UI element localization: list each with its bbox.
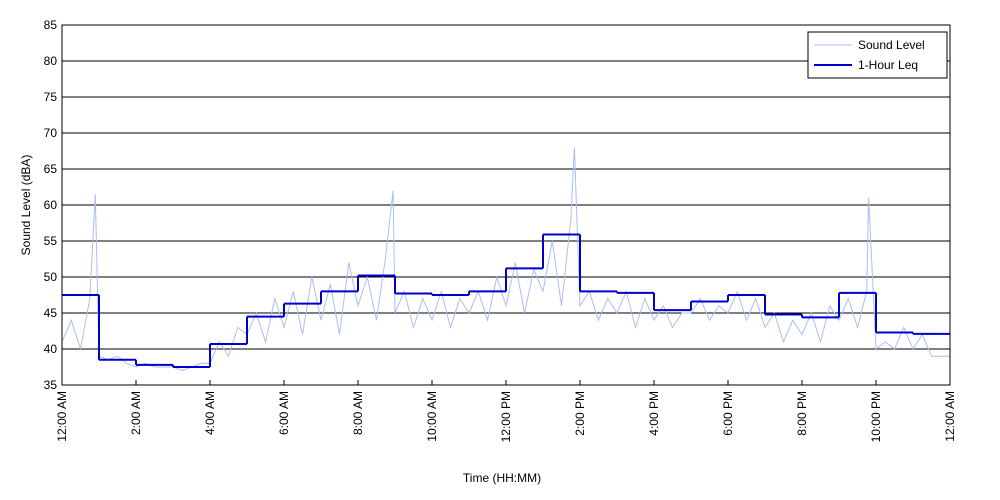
y-tick-label: 40 bbox=[44, 342, 58, 356]
x-tick-label: 8:00 AM bbox=[351, 391, 365, 435]
x-tick-label: 6:00 AM bbox=[277, 391, 291, 435]
x-tick-label: 4:00 AM bbox=[203, 391, 217, 435]
x-tick-label: 6:00 PM bbox=[721, 391, 735, 436]
sound-level-line bbox=[61, 147, 950, 372]
x-tick-label: 2:00 PM bbox=[573, 391, 587, 436]
y-tick-label: 85 bbox=[44, 18, 58, 32]
x-tick-label: 4:00 PM bbox=[647, 391, 661, 436]
y-axis-label: Sound Level (dBA) bbox=[19, 155, 33, 256]
x-tick-label: 10:00 PM bbox=[869, 391, 883, 442]
x-tick-label: 10:00 AM bbox=[425, 391, 439, 442]
x-tick-label: 8:00 PM bbox=[795, 391, 809, 436]
y-tick-label: 55 bbox=[44, 234, 58, 248]
legend-label: 1-Hour Leq bbox=[858, 58, 918, 72]
y-tick-label: 80 bbox=[44, 54, 58, 68]
plot-frame bbox=[61, 24, 951, 386]
y-tick-label: 65 bbox=[44, 162, 58, 176]
legend bbox=[807, 31, 948, 79]
y-tick-label: 45 bbox=[44, 306, 58, 320]
legend-label: Sound Level bbox=[858, 38, 925, 52]
x-tick-label: 2:00 AM bbox=[129, 391, 143, 435]
x-axis-label: Time (HH:MM) bbox=[463, 471, 541, 485]
x-tick-label: 12:00 AM bbox=[55, 391, 69, 442]
y-tick-label: 60 bbox=[44, 198, 58, 212]
x-tick-label: 12:00 PM bbox=[499, 391, 513, 442]
y-tick-label: 70 bbox=[44, 126, 58, 140]
y-tick-label: 75 bbox=[44, 90, 58, 104]
x-tick-label: 12:00 AM bbox=[943, 391, 957, 442]
y-tick-label: 50 bbox=[44, 270, 58, 284]
y-tick-label: 35 bbox=[44, 378, 58, 392]
